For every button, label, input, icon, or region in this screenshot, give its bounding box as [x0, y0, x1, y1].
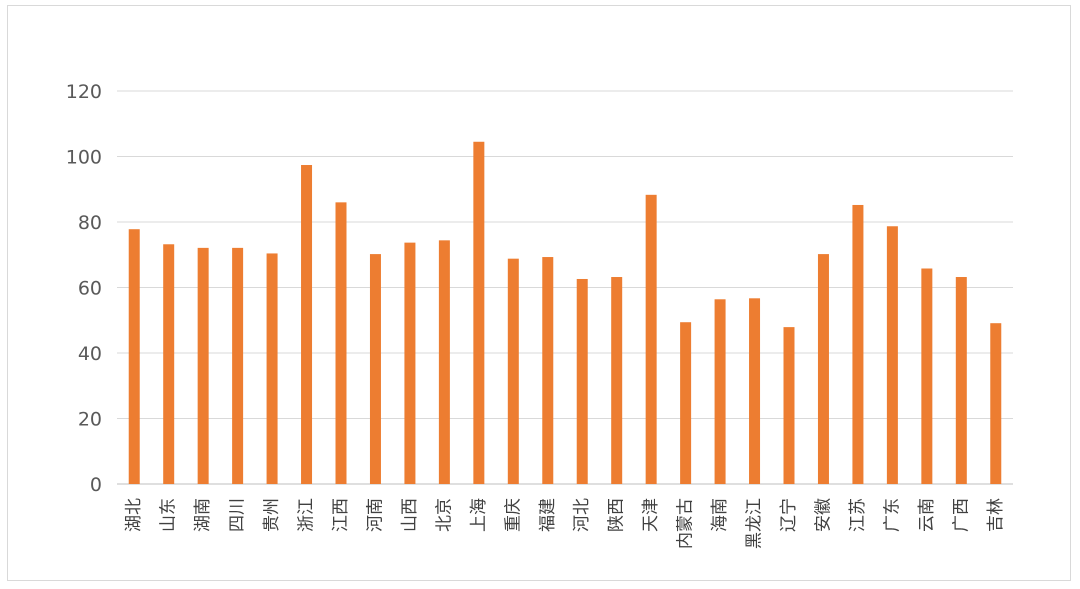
x-category-label: 广西	[951, 498, 971, 532]
x-category-label: 天津	[641, 498, 661, 532]
bar-17	[714, 299, 726, 484]
x-category-label: 海南	[710, 498, 730, 532]
x-category-label: 江西	[331, 498, 351, 532]
bar-18	[749, 298, 761, 484]
y-tick-label: 80	[78, 212, 102, 234]
x-category-label: 山东	[159, 498, 179, 532]
bar-6	[335, 202, 347, 484]
y-tick-label: 40	[78, 343, 102, 365]
bar-15	[645, 194, 657, 484]
x-category-label: 河南	[365, 498, 385, 532]
x-category-label: 北京	[434, 498, 454, 532]
bar-23	[921, 268, 933, 484]
x-category-label: 广东	[882, 498, 902, 532]
x-category-label: 吉林	[986, 498, 1006, 532]
bar-19	[783, 327, 795, 484]
bar-13	[576, 278, 588, 484]
x-category-label: 云南	[917, 498, 937, 532]
x-category-label: 四川	[228, 498, 248, 532]
bar-1	[163, 244, 175, 484]
bar-11	[507, 258, 519, 484]
x-category-label: 湖南	[193, 498, 213, 532]
x-category-label: 上海	[469, 498, 489, 532]
bar-25	[990, 323, 1002, 484]
x-category-label: 浙江	[297, 498, 317, 532]
y-tick-label: 60	[78, 278, 102, 300]
bar-5	[301, 165, 313, 484]
x-category-label: 山西	[400, 498, 420, 532]
x-category-label: 安徽	[813, 498, 833, 532]
x-category-label: 河北	[572, 498, 592, 532]
gridlines	[117, 90, 1013, 485]
bar-12	[542, 257, 554, 484]
y-tick-label: 20	[78, 409, 102, 431]
x-category-label: 黑龙江	[745, 498, 765, 549]
y-tick-label: 0	[90, 474, 102, 496]
x-category-label: 江苏	[848, 498, 868, 532]
bar-0	[128, 229, 140, 484]
x-category-label: 重庆	[503, 498, 523, 532]
bar-10	[473, 141, 485, 484]
bar-9	[438, 240, 450, 484]
x-category-label: 内蒙古	[676, 498, 696, 549]
bar-7	[369, 254, 381, 484]
bar-16	[680, 322, 692, 484]
bars	[128, 141, 1002, 484]
y-tick-label: 120	[66, 81, 102, 103]
x-category-label: 福建	[538, 498, 558, 532]
y-tick-label: 100	[66, 147, 102, 169]
bar-3	[232, 247, 244, 484]
x-category-label: 贵州	[262, 498, 282, 532]
x-category-label: 湖北	[124, 498, 144, 532]
bar-2	[197, 247, 209, 484]
bar-24	[955, 277, 967, 484]
bar-22	[886, 226, 898, 484]
x-axis-category-labels: 湖北 山东 湖南 四川 贵州 浙江 江西 河南 山西 北京 上海 重庆 福建 河北 陕西 天津 内蒙古 海南 黑龙江…	[124, 498, 1006, 549]
bar-4	[266, 253, 278, 484]
y-axis-ticks: 0 20 40 60 80 100 120	[66, 81, 102, 496]
x-category-label: 辽宁	[779, 498, 799, 532]
bar-20	[817, 254, 829, 484]
bar-8	[404, 242, 416, 484]
bar-14	[611, 277, 623, 484]
x-category-label: 陕西	[607, 498, 627, 532]
bar-21	[852, 204, 864, 484]
